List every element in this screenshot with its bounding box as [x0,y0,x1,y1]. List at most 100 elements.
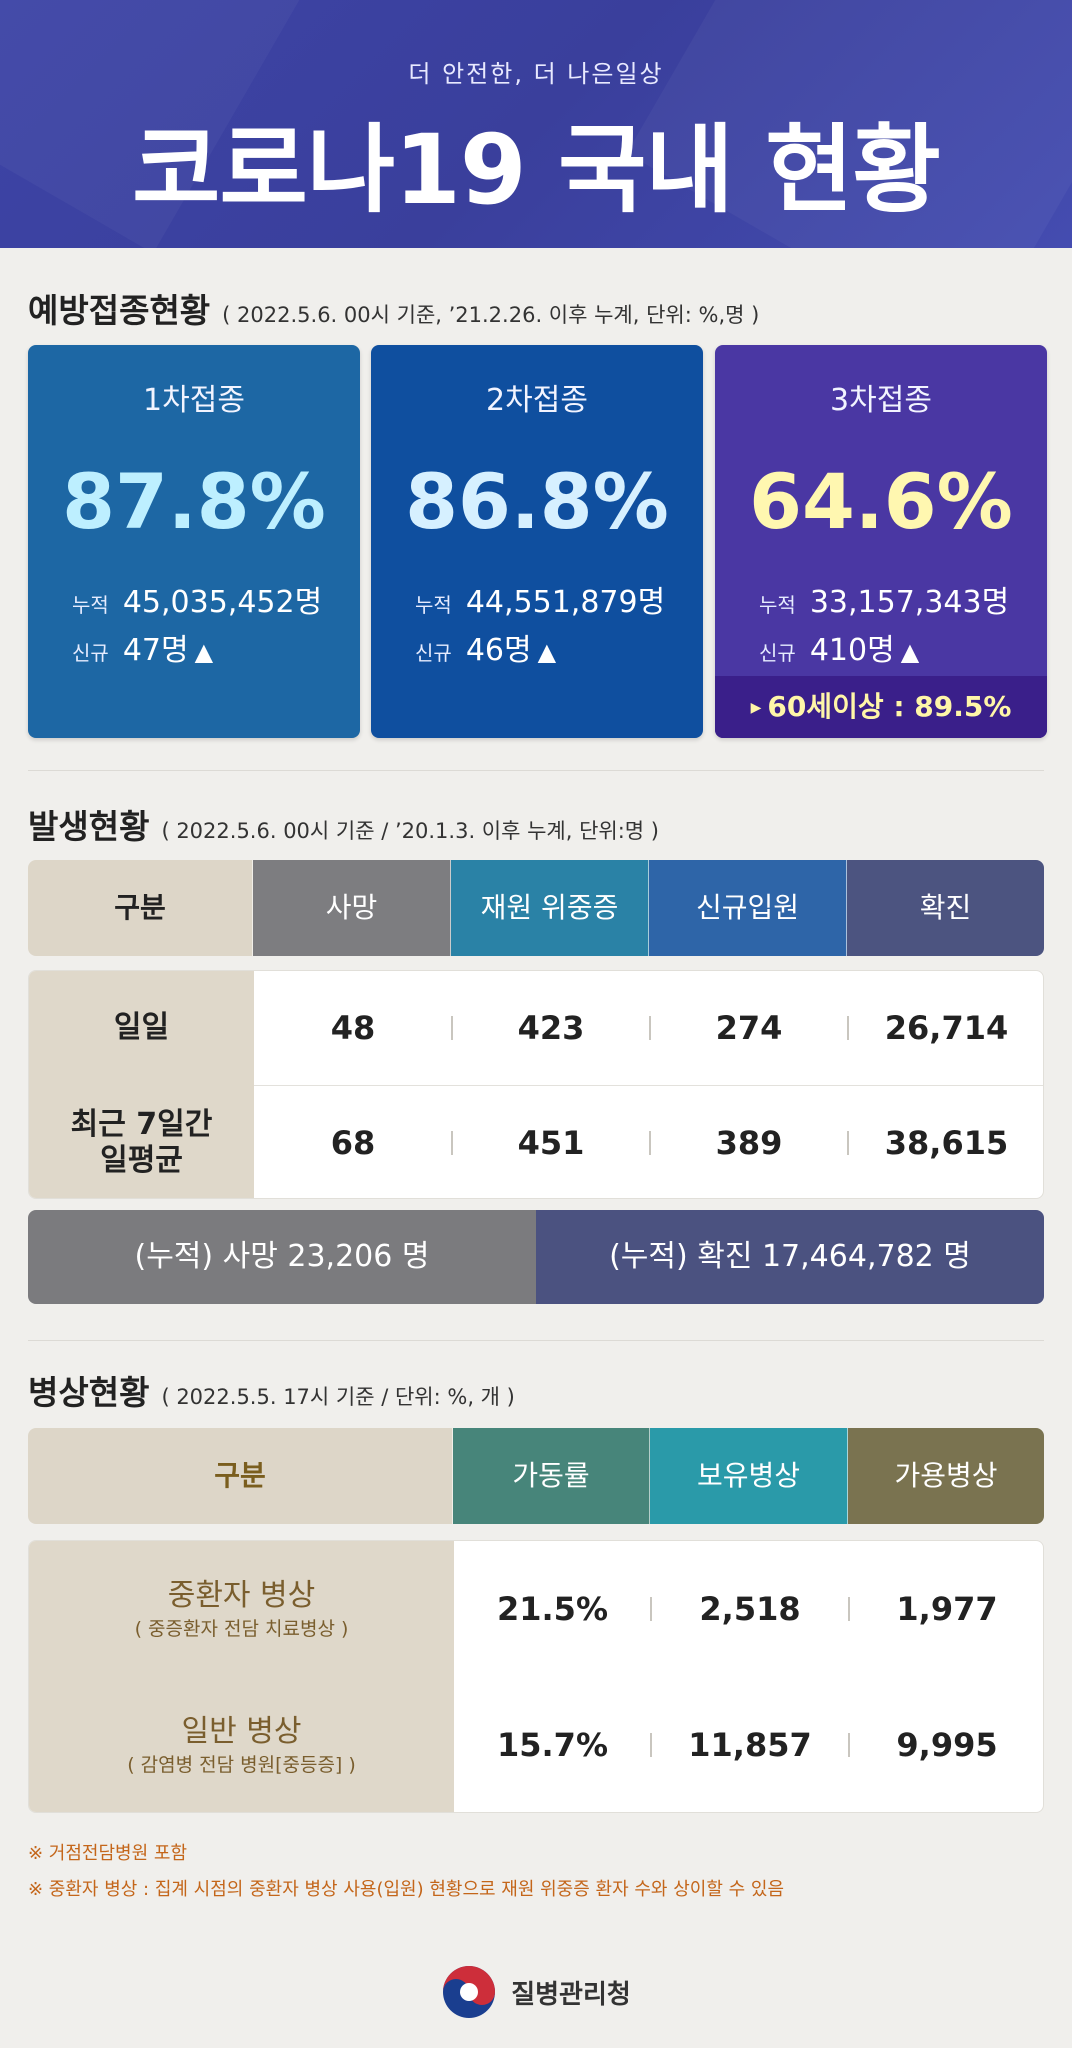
header-confirmed: 확진 [847,860,1044,956]
table-row: 최근 7일간 일평균 68 451 389 38,615 [29,1086,1043,1198]
row-label: 일일 [113,1010,170,1045]
new-label: 신규 [72,641,109,665]
age-60-plus-band: ▶ 60세이상 : 89.5% [715,676,1047,738]
cell-death: 68 [330,1124,376,1162]
cumulative-confirmed: (누적) 확진 17,464,782 명 [536,1210,1044,1304]
card-title: 2차접종 [486,383,588,418]
column-separator [847,1131,849,1155]
beds-title: 병상현황 [28,1373,150,1412]
table-row: 중환자 병상 ( 중증환자 전담 치료병상 ) 21.5% 2,518 1,97… [29,1541,1043,1677]
vaccine-card-dose-3: 3차접종 64.6% 누적 33,157,343명 신규 410명 ▲ ▶ 60세이상 … [715,345,1047,738]
occurrence-note: ( 2022.5.6. 00시 기준 / ’20.1.3. 이후 누계, 단위:… [161,819,659,843]
cumulative-label: 누적 [759,593,796,617]
column-separator [451,1016,453,1040]
row-separator [254,1085,1043,1086]
cumulative-value: 44,551,879명 [465,585,666,620]
right-triangle-icon: ▶ [750,700,762,716]
beds-table-body: 중환자 병상 ( 중증환자 전담 치료병상 ) 21.5% 2,518 1,97… [28,1540,1044,1813]
occurrence-table-header: 구분 사망 재원 위중증 신규입원 확진 [28,860,1044,956]
table-row: 일반 병상 ( 감염병 전담 병원[중등증] ) 15.7% 11,857 9,… [29,1677,1043,1812]
beds-section-title: 병상현황 ( 2022.5.5. 17시 기준 / 단위: %, 개 ) [28,1366,515,1414]
cumulative-value: 33,157,343명 [809,585,1010,620]
header-total-beds: 보유병상 [650,1428,848,1524]
row-label-block: 중환자 병상 ( 중증환자 전담 치료병상 ) [29,1541,454,1677]
cell-confirmed: 26,714 [884,1009,1009,1047]
new-value: 410명 [809,633,895,668]
row-label-block: 일반 병상 ( 감염병 전담 병원[중등증] ) [29,1677,454,1812]
footnote: ※ 거점전담병원 포함 [28,1843,188,1864]
header-utilization: 가동률 [453,1428,650,1524]
cell-critical: 423 [517,1009,585,1047]
age-60-plus-value: 60세이상 : 89.5% [767,690,1012,723]
page-title: 코로나19 국내 현황 [132,114,941,226]
table-row: 일일 48 423 274 26,714 [29,971,1043,1085]
header-critical: 재원 위중증 [451,860,649,956]
cell-utilization: 15.7% [496,1726,608,1764]
vaccine-card-dose-1: 1차접종 87.8% 누적 45,035,452명 신규 47명 ▲ [28,345,360,738]
cell-utilization: 21.5% [496,1590,608,1628]
occurrence-table-body: 일일 48 423 274 26,714 최근 7일간 일평균 68 451 3… [28,970,1044,1199]
header-category: 구분 [28,1428,453,1524]
card-cumulative-row: 누적 33,157,343명 [759,577,1009,621]
new-label: 신규 [415,641,452,665]
cumulative-label: 누적 [72,593,109,617]
header-subtitle: 더 안전한, 더 나은일상 [408,60,664,88]
card-title: 1차접종 [143,383,245,418]
column-separator [650,1597,652,1621]
cell-death: 48 [330,1009,376,1047]
cell-available-beds: 1,977 [896,1590,998,1628]
cell-confirmed: 38,615 [884,1124,1009,1162]
cell-new-admission: 274 [715,1009,783,1047]
section-divider [28,770,1044,771]
row-sublabel: ( 중증환자 전담 치료병상 ) [134,1617,349,1640]
column-separator [649,1131,651,1155]
column-separator [847,1016,849,1040]
cell-total-beds: 11,857 [688,1726,812,1764]
header-banner: 더 안전한, 더 나은일상 코로나19 국내 현황 [0,0,1072,248]
column-separator [649,1016,651,1040]
column-separator [650,1733,652,1757]
cell-new-admission: 389 [715,1124,783,1162]
header-death: 사망 [253,860,451,956]
cumulative-label: 누적 [415,593,452,617]
up-triangle-icon: ▲ [194,638,214,666]
column-separator [848,1733,850,1757]
new-value: 47명 [122,633,189,668]
column-separator [848,1597,850,1621]
card-new-row: 신규 46명 ▲ [415,625,556,669]
cell-total-beds: 2,518 [699,1590,801,1628]
card-percent: 87.8% [62,457,326,546]
header-new-admission: 신규입원 [649,860,847,956]
row-sublabel: ( 감염병 전담 병원[중등증] ) [127,1753,356,1776]
cell-available-beds: 9,995 [896,1726,998,1764]
vaccination-note: ( 2022.5.6. 00시 기준, ’21.2.26. 이후 누계, 단위:… [222,303,760,327]
new-label: 신규 [759,641,796,665]
card-percent: 64.6% [749,457,1013,546]
card-title: 3차접종 [830,383,932,418]
vaccination-section-title: 예방접종현황 ( 2022.5.6. 00시 기준, ’21.2.26. 이후 누… [28,284,759,332]
occurrence-title: 발생현황 [28,807,150,846]
row-label: 중환자 병상 [167,1577,316,1613]
header-category: 구분 [28,860,253,956]
row-label: 최근 7일간 일평균 [70,1107,213,1178]
header-available-beds: 가용병상 [848,1428,1044,1524]
footnote: ※ 중환자 병상 : 집계 시점의 중환자 병상 사용(입원) 현황으로 재원 … [28,1879,785,1900]
footnotes: ※ 거점전담병원 포함 ※ 중환자 병상 : 집계 시점의 중환자 병상 사용(… [28,1836,784,1908]
footer: 질병관리청 [0,1962,1072,2022]
org-name: 질병관리청 [511,1979,631,2010]
up-triangle-icon: ▲ [900,638,920,666]
row-label: 일반 병상 [181,1713,302,1749]
taegeuk-logo-icon [443,1966,496,2018]
cumulative-value: 45,035,452명 [122,585,323,620]
card-new-row: 신규 410명 ▲ [759,625,919,669]
label-column [29,1541,454,1812]
occurrence-section-title: 발생현황 ( 2022.5.6. 00시 기준 / ’20.1.3. 이후 누계,… [28,800,659,848]
card-cumulative-row: 누적 45,035,452명 [72,577,322,621]
cumulative-death: (누적) 사망 23,206 명 [28,1210,536,1304]
card-new-row: 신규 47명 ▲ [72,625,213,669]
beds-note: ( 2022.5.5. 17시 기준 / 단위: %, 개 ) [161,1385,515,1409]
section-divider [28,1340,1044,1341]
cumulative-summary-bar: (누적) 사망 23,206 명 (누적) 확진 17,464,782 명 [28,1210,1044,1304]
column-separator [451,1131,453,1155]
up-triangle-icon: ▲ [537,638,557,666]
